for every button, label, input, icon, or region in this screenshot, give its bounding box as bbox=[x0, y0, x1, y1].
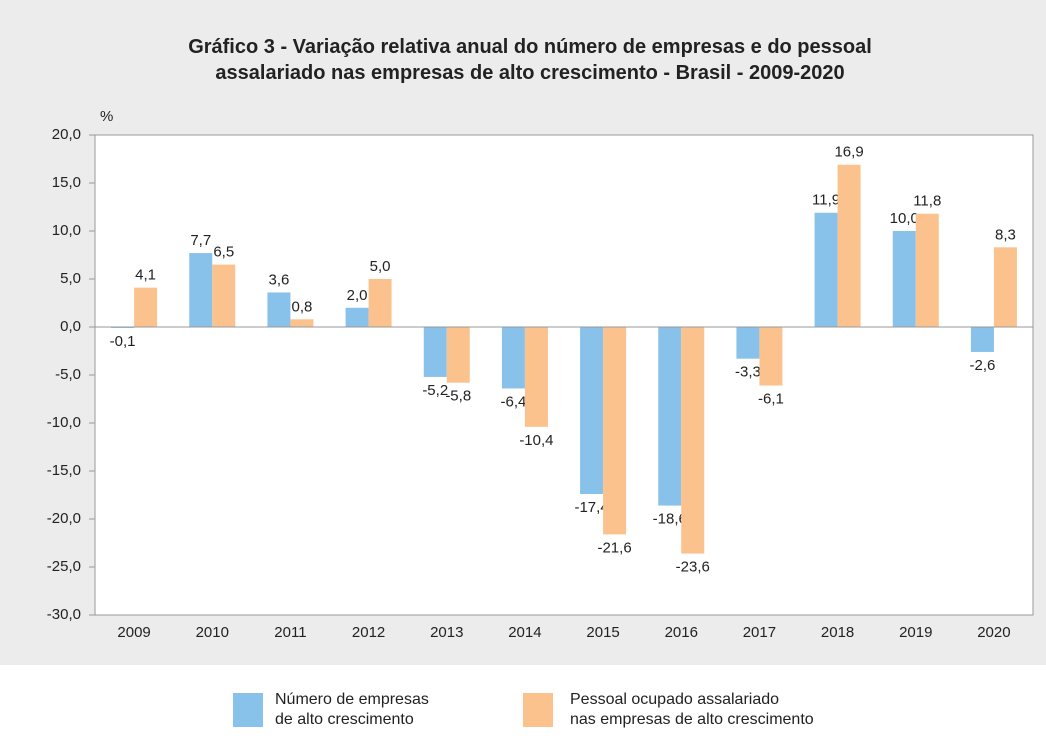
y-tick-label: 5,0 bbox=[60, 270, 81, 287]
bar bbox=[580, 327, 604, 495]
bar bbox=[134, 287, 158, 327]
bar bbox=[915, 213, 939, 327]
x-tick-label: 2020 bbox=[977, 624, 1010, 641]
x-tick-label: 2018 bbox=[821, 624, 854, 641]
data-label: -17,4 bbox=[574, 499, 608, 516]
y-tick-label: -30,0 bbox=[47, 606, 81, 623]
x-tick-label: 2012 bbox=[352, 624, 385, 641]
y-tick-label: 0,0 bbox=[60, 318, 81, 335]
data-label: 0,8 bbox=[291, 298, 312, 315]
x-tick-label: 2013 bbox=[430, 624, 463, 641]
x-tick-label: 2015 bbox=[586, 624, 619, 641]
y-tick-label: -5,0 bbox=[55, 366, 81, 383]
data-label: 16,9 bbox=[834, 144, 863, 161]
y-tick-label: -25,0 bbox=[47, 558, 81, 575]
data-label: 10,0 bbox=[890, 210, 919, 227]
y-axis-label: % bbox=[100, 108, 113, 125]
legend-swatch bbox=[523, 693, 553, 727]
y-tick-label: 15,0 bbox=[52, 174, 81, 191]
data-label: -5,8 bbox=[445, 388, 471, 405]
data-label: 6,5 bbox=[213, 244, 234, 261]
plot-area bbox=[94, 134, 1034, 616]
data-label: -0,1 bbox=[110, 333, 136, 350]
bar bbox=[837, 164, 861, 327]
legend-swatch bbox=[233, 693, 263, 727]
data-label: 11,8 bbox=[913, 193, 941, 210]
bar bbox=[212, 264, 236, 327]
data-label: 4,1 bbox=[135, 267, 156, 284]
data-label: -18,6 bbox=[653, 511, 687, 528]
bar bbox=[290, 319, 314, 327]
bar bbox=[603, 327, 627, 535]
bar bbox=[736, 327, 760, 359]
bar bbox=[446, 327, 470, 383]
bar bbox=[423, 327, 447, 377]
data-label: 11,9 bbox=[812, 192, 840, 209]
bar bbox=[524, 327, 548, 427]
chart: % -30,0 -25,0 -20,0 -15,0 -10,0 -5,0 0,0 5,0 10,… bbox=[47, 108, 1034, 641]
data-label: -23,6 bbox=[676, 559, 710, 576]
x-tick-label: 2019 bbox=[899, 624, 932, 641]
data-label: 7,7 bbox=[190, 232, 211, 249]
data-label: -3,3 bbox=[735, 364, 761, 381]
data-label: 8,3 bbox=[995, 226, 1016, 243]
x-tick-label: 2010 bbox=[196, 624, 229, 641]
bar bbox=[501, 327, 525, 389]
data-label: -10,4 bbox=[519, 432, 553, 449]
x-tick-label: 2009 bbox=[117, 624, 150, 641]
legend-label: Número de empresas de alto crescimento bbox=[275, 691, 429, 728]
data-label: 3,6 bbox=[268, 271, 289, 288]
x-tick-label: 2014 bbox=[508, 624, 541, 641]
x-tick-label: 2011 bbox=[274, 624, 306, 641]
data-label: -6,1 bbox=[758, 391, 784, 408]
bar bbox=[892, 231, 916, 327]
bar bbox=[267, 292, 291, 327]
chart-title: Gráfico 3 - Variação relativa anual do n… bbox=[188, 36, 872, 84]
data-label: -2,6 bbox=[969, 357, 995, 374]
bar bbox=[189, 253, 213, 327]
bar bbox=[368, 279, 392, 327]
bar bbox=[759, 327, 783, 386]
bar bbox=[658, 327, 682, 506]
y-tick-label: -20,0 bbox=[47, 510, 81, 527]
bar bbox=[993, 247, 1017, 327]
bar bbox=[814, 212, 838, 327]
data-label: -5,2 bbox=[422, 382, 448, 399]
x-tick-label: 2016 bbox=[665, 624, 698, 641]
bar bbox=[345, 307, 369, 327]
bar bbox=[970, 327, 994, 352]
data-label: 5,0 bbox=[370, 258, 391, 275]
data-label: -6,4 bbox=[500, 393, 526, 410]
bar bbox=[681, 327, 705, 554]
y-tick-label: 10,0 bbox=[52, 222, 81, 239]
y-tick-label: -10,0 bbox=[47, 414, 81, 431]
legend-label: Pessoal ocupado assalariado nas empresas… bbox=[570, 691, 814, 728]
y-tick-label: 20,0 bbox=[52, 126, 81, 143]
data-label: 2,0 bbox=[347, 287, 368, 304]
data-label: -21,6 bbox=[597, 539, 631, 556]
x-tick-label: 2017 bbox=[743, 624, 776, 641]
y-tick-label: -15,0 bbox=[47, 462, 81, 479]
